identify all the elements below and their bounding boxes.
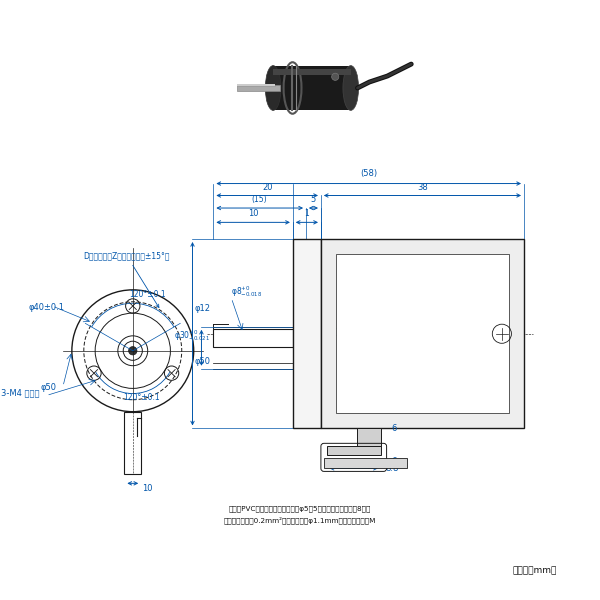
Text: 5: 5 xyxy=(311,195,316,204)
Text: 120°±0.1: 120°±0.1 xyxy=(124,393,160,402)
Text: φ8$^{+0}_{-0.018}$: φ8$^{+0}_{-0.018}$ xyxy=(232,284,263,299)
Text: 120°±0.1: 120°±0.1 xyxy=(130,290,166,299)
Text: 10: 10 xyxy=(248,209,259,218)
Text: φ12: φ12 xyxy=(194,304,211,313)
Bar xyxy=(293,239,321,428)
Text: （単位：mm）: （単位：mm） xyxy=(512,566,557,575)
Circle shape xyxy=(332,73,339,80)
Text: 1: 1 xyxy=(348,326,353,335)
Text: 6: 6 xyxy=(391,424,397,433)
Bar xyxy=(327,446,380,455)
Circle shape xyxy=(128,347,137,355)
Bar xyxy=(237,85,280,91)
Bar xyxy=(273,69,351,74)
Bar xyxy=(124,412,141,475)
Bar xyxy=(214,329,293,347)
Text: (15): (15) xyxy=(252,195,268,204)
Text: φ50: φ50 xyxy=(194,356,211,365)
Text: 20: 20 xyxy=(262,182,272,191)
Text: 10: 10 xyxy=(142,484,153,493)
Ellipse shape xyxy=(265,65,281,110)
Bar xyxy=(357,428,380,446)
Text: (58): (58) xyxy=(360,169,377,178)
Text: φ50: φ50 xyxy=(41,383,57,392)
Ellipse shape xyxy=(343,65,359,110)
Bar xyxy=(273,65,351,110)
Bar xyxy=(237,84,275,86)
Bar xyxy=(324,458,407,469)
Text: 1: 1 xyxy=(304,209,309,218)
Text: （導体断面積：0.2mm²／絶縁体径：φ1.1mm）　標準長さ１M: （導体断面積：0.2mm²／絶縁体径：φ1.1mm） 標準長さ１M xyxy=(224,517,376,524)
Text: φ40±0.1: φ40±0.1 xyxy=(28,303,64,312)
Text: 38: 38 xyxy=(417,182,428,191)
Text: 6: 6 xyxy=(391,457,397,466)
Bar xyxy=(336,254,509,413)
Text: φ30$^{+0}_{-0.021}$: φ30$^{+0}_{-0.021}$ xyxy=(175,328,211,343)
Text: 耳油性PVC絶縁シールドコード　φ5　5芯（ラインドライバ8芯）: 耳油性PVC絶縁シールドコード φ5 5芯（ラインドライバ8芯） xyxy=(229,505,371,512)
Text: 8.8: 8.8 xyxy=(385,464,399,473)
Text: Dカット部：Z相位置（誤差±15°）: Dカット部：Z相位置（誤差±15°） xyxy=(83,251,170,307)
Bar xyxy=(321,239,524,428)
Text: 3-M4 深さ５: 3-M4 深さ５ xyxy=(1,389,40,398)
